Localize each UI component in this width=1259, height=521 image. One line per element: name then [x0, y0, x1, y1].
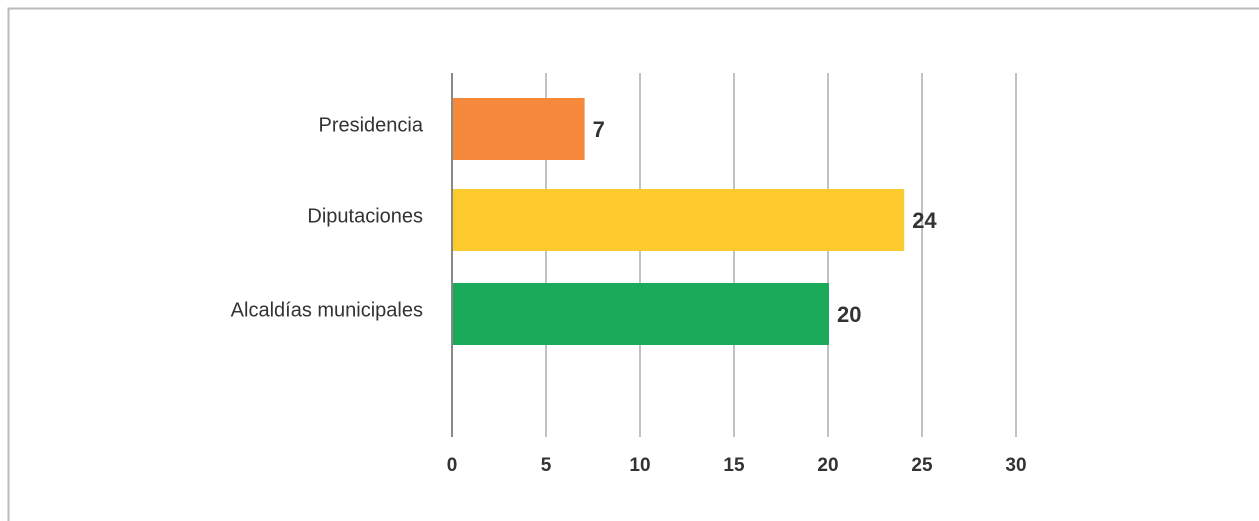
x-tick-label: 30: [1005, 455, 1026, 476]
bar: [453, 189, 905, 251]
frame: [7, 7, 1259, 521]
x-tick-label: 25: [911, 455, 933, 476]
category-label: Presidencia: [318, 114, 423, 136]
x-tick-label: 20: [817, 455, 838, 476]
x-tick-label: 15: [723, 455, 745, 476]
x-tick-label: 10: [629, 455, 650, 476]
category-label: Alcaldías municipales: [231, 299, 423, 321]
value-label: 20: [837, 302, 861, 327]
bar: [453, 283, 829, 345]
category-label: Diputaciones: [307, 205, 423, 227]
x-tick-label: 0: [447, 455, 458, 476]
value-label: 24: [912, 208, 937, 233]
bar: [453, 98, 585, 160]
value-label: 7: [593, 117, 605, 142]
x-tick-label: 5: [541, 455, 552, 476]
